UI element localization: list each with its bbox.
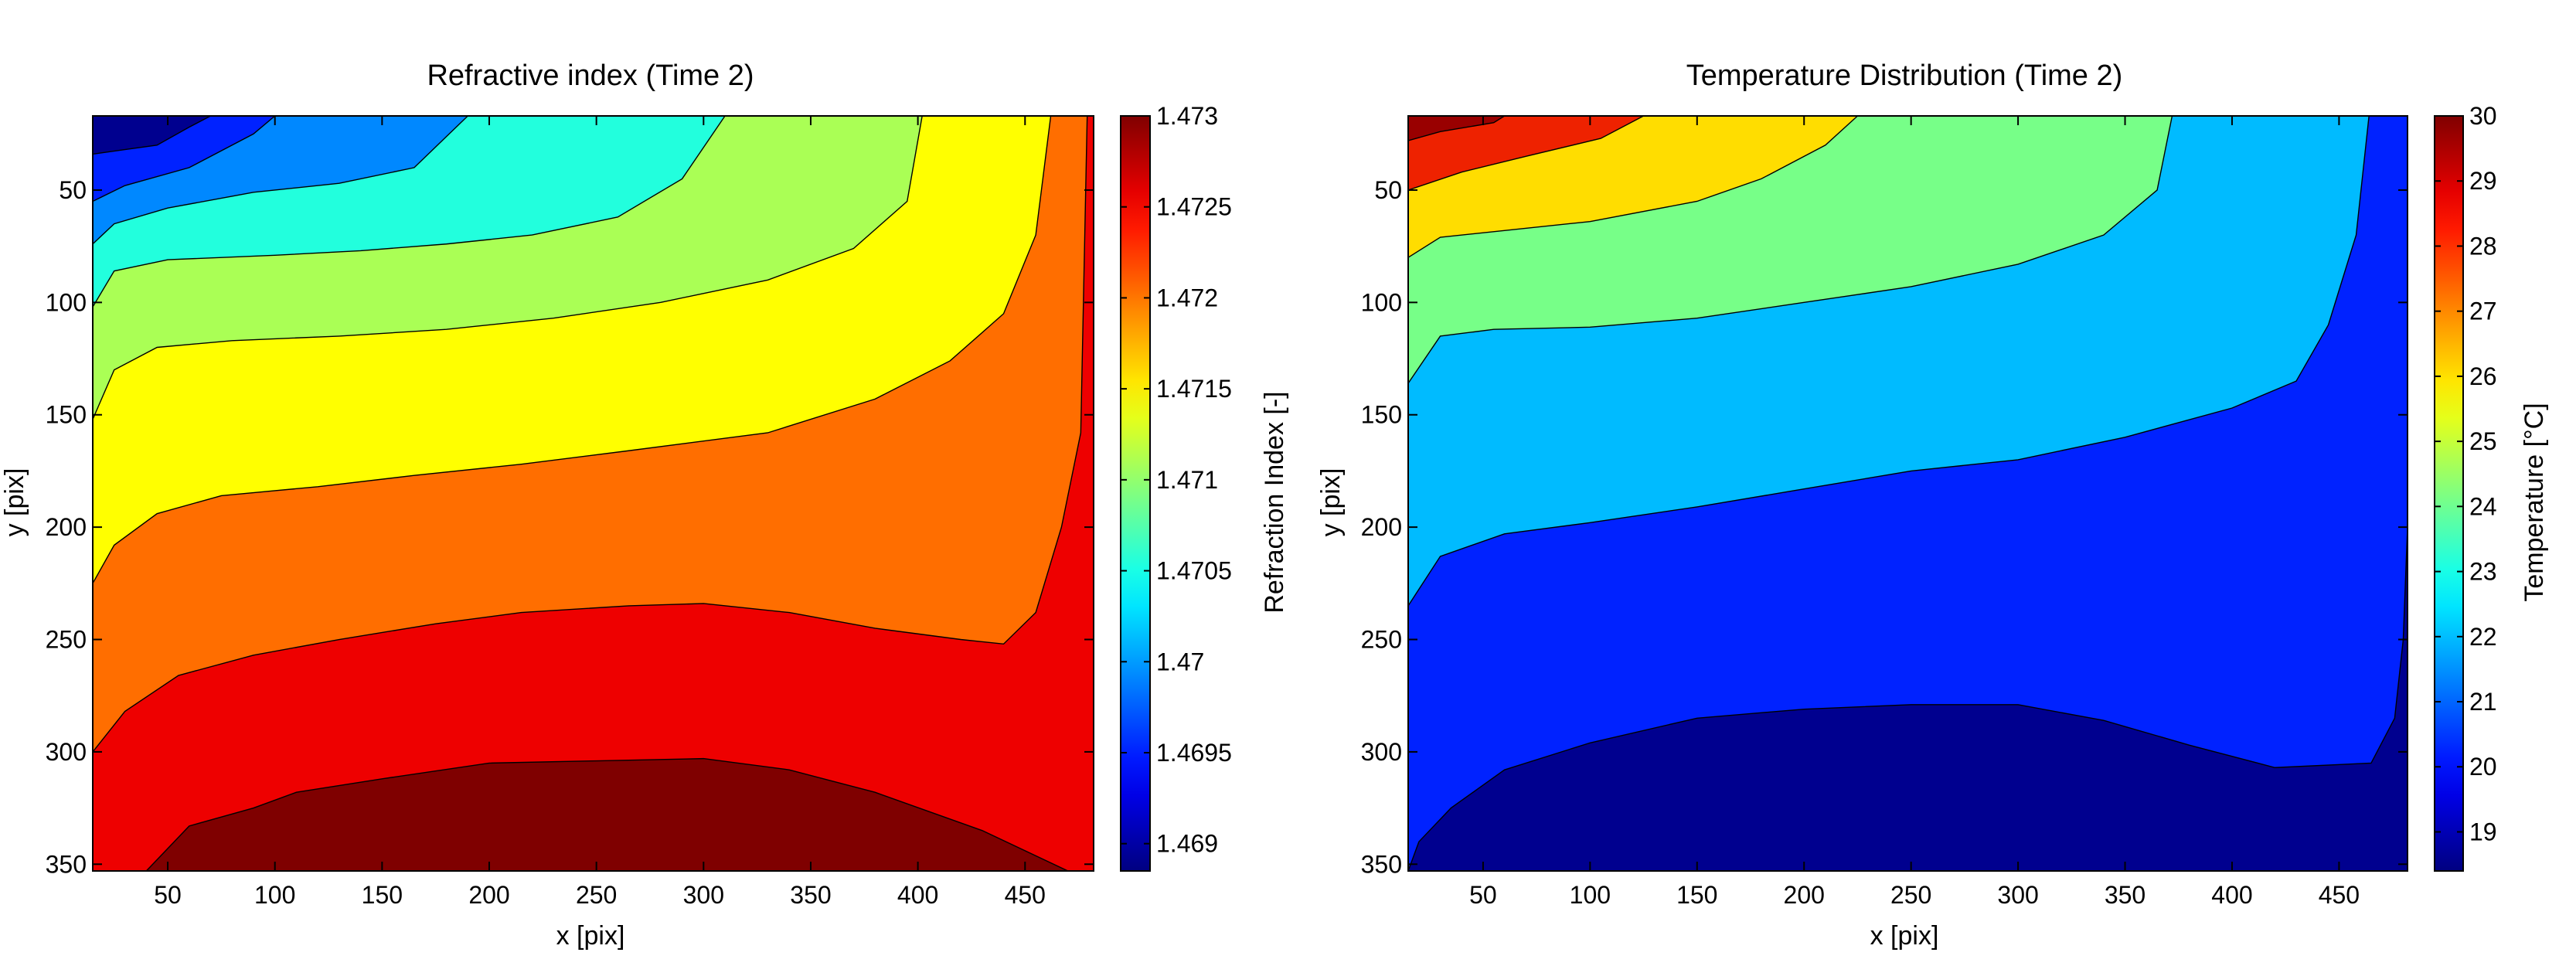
colorbar-tick-label: 19 bbox=[2469, 818, 2497, 845]
x-tick-label: 100 bbox=[1570, 881, 1611, 909]
x-tick-label: 400 bbox=[2211, 881, 2252, 909]
y-tick-label: 50 bbox=[59, 176, 87, 204]
x-tick-label: 50 bbox=[1469, 881, 1497, 909]
x-tick-label: 50 bbox=[154, 881, 182, 909]
colorbar-tick-label: 30 bbox=[2469, 102, 2497, 130]
colorbar-tick-label: 28 bbox=[2469, 232, 2497, 260]
colorbar bbox=[1120, 115, 1151, 872]
x-tick-label: 200 bbox=[1784, 881, 1825, 909]
contour-band-4 bbox=[1408, 116, 2408, 258]
colorbar bbox=[2434, 115, 2464, 872]
colorbar-tick-label: 1.469 bbox=[1156, 830, 1218, 858]
x-tick-label: 350 bbox=[790, 881, 831, 909]
colorbar-tick-label: 1.4695 bbox=[1156, 739, 1232, 767]
colorbar-tick-label: 22 bbox=[2469, 623, 2497, 651]
colorbar-tick-label: 1.473 bbox=[1156, 102, 1218, 130]
colorbar-tick-label: 25 bbox=[2469, 427, 2497, 455]
colorbar-tick-label: 1.4705 bbox=[1156, 557, 1232, 585]
x-tick-label: 200 bbox=[468, 881, 509, 909]
y-tick-label: 100 bbox=[46, 288, 87, 316]
colorbar-tick-label: 21 bbox=[2469, 688, 2497, 716]
plot-area bbox=[93, 116, 1094, 871]
contour-band-6 bbox=[93, 116, 1094, 245]
colorbar-label: Refraction Index [-] bbox=[1260, 391, 1289, 613]
plot-area bbox=[1408, 116, 2408, 871]
y-tick-label: 250 bbox=[46, 626, 87, 654]
x-tick-label: 150 bbox=[362, 881, 403, 909]
x-tick-label: 300 bbox=[1997, 881, 2038, 909]
y-tick-label: 50 bbox=[1374, 176, 1402, 204]
colorbar-tick-label: 23 bbox=[2469, 558, 2497, 586]
x-tick-label: 250 bbox=[576, 881, 617, 909]
y-tick-label: 300 bbox=[1361, 738, 1402, 766]
y-tick-label: 250 bbox=[1361, 626, 1402, 654]
colorbar-tick-label: 1.4725 bbox=[1156, 193, 1232, 221]
y-tick-label: 100 bbox=[1361, 288, 1402, 316]
axes-box bbox=[1407, 115, 2408, 872]
x-axis-label: x [pix] bbox=[556, 921, 625, 951]
colorbar-tick-label: 1.472 bbox=[1156, 284, 1218, 311]
y-tick-label: 300 bbox=[46, 738, 87, 766]
chart-title: Temperature Distribution (Time 2) bbox=[1686, 60, 2123, 92]
x-tick-label: 100 bbox=[254, 881, 295, 909]
colorbar-tick-label: 27 bbox=[2469, 298, 2497, 325]
y-tick-label: 350 bbox=[46, 850, 87, 878]
x-axis-label: x [pix] bbox=[1870, 921, 1939, 951]
x-tick-label: 450 bbox=[2319, 881, 2360, 909]
contour-band-5 bbox=[1408, 116, 2408, 191]
contour-band-8 bbox=[93, 116, 1094, 155]
y-tick-label: 150 bbox=[46, 401, 87, 429]
y-axis-label: y [pix] bbox=[0, 468, 29, 537]
colorbar-label: Temperature [°C] bbox=[2520, 403, 2549, 601]
temperature-panel: Temperature Distribution (Time 2) x [pix… bbox=[1316, 60, 2549, 951]
x-tick-label: 450 bbox=[1005, 881, 1046, 909]
colorbar-tick-label: 1.471 bbox=[1156, 466, 1218, 494]
axes-box bbox=[92, 115, 1094, 872]
colorbar-tick-label: 1.4715 bbox=[1156, 375, 1232, 403]
colorbar-tick-label: 29 bbox=[2469, 167, 2497, 195]
chart-title: Refractive index (Time 2) bbox=[427, 60, 754, 92]
colorbar-tick-label: 20 bbox=[2469, 753, 2497, 781]
x-tick-label: 250 bbox=[1890, 881, 1931, 909]
x-tick-label: 350 bbox=[2105, 881, 2146, 909]
y-tick-label: 350 bbox=[1361, 850, 1402, 878]
colorbar-tick-label: 1.47 bbox=[1156, 648, 1204, 675]
y-axis-label: y [pix] bbox=[1316, 468, 1346, 537]
colorbar-tick-label: 24 bbox=[2469, 492, 2497, 520]
colorbar-tick-label: 26 bbox=[2469, 362, 2497, 390]
y-tick-label: 150 bbox=[1361, 401, 1402, 429]
contour-band-6 bbox=[1408, 116, 2408, 141]
refractive-index-panel: Refractive index (Time 2) x [pix] y [pix… bbox=[0, 60, 1289, 951]
x-tick-label: 150 bbox=[1676, 881, 1717, 909]
x-tick-label: 400 bbox=[897, 881, 938, 909]
x-tick-label: 300 bbox=[683, 881, 724, 909]
y-tick-label: 200 bbox=[46, 513, 87, 541]
y-tick-label: 200 bbox=[1361, 513, 1402, 541]
